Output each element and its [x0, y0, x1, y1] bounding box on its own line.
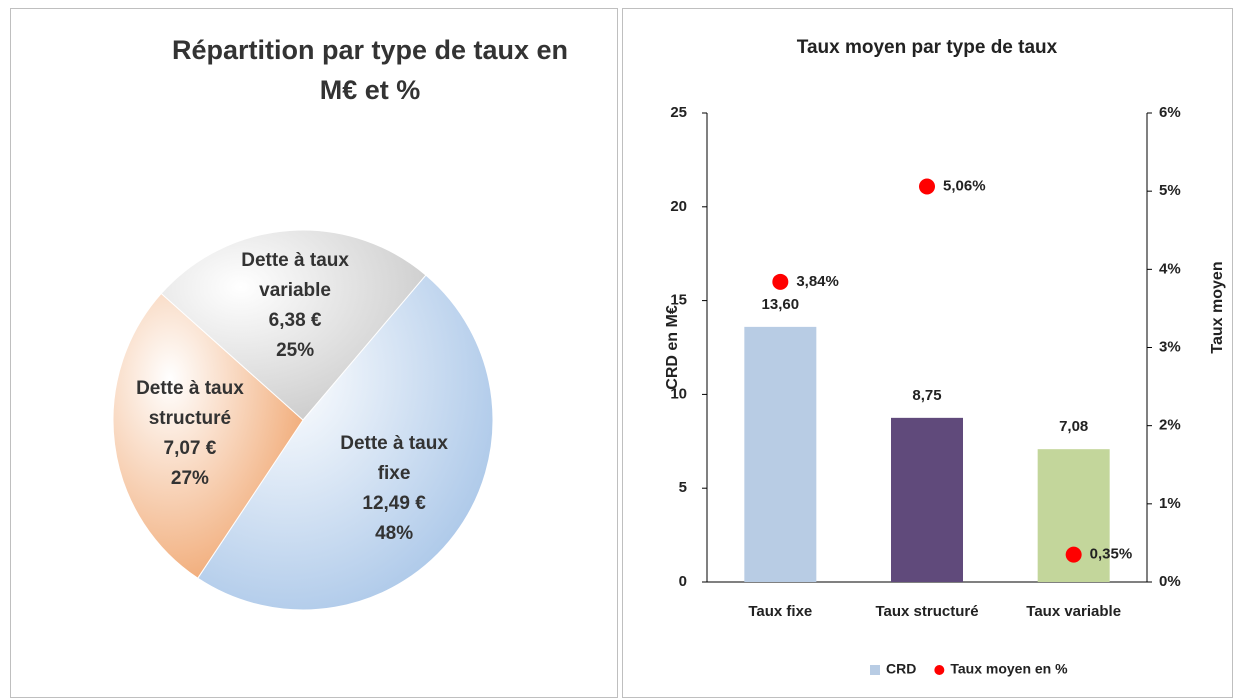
slice-value: 6,38 €: [268, 310, 322, 332]
slice-category: Dette à taux variable: [241, 250, 349, 302]
x-tick-label: Taux variable: [1026, 603, 1121, 620]
dot: [772, 273, 789, 290]
slice-category: Dette à taux structuré: [136, 378, 244, 430]
data-label: 5,06%: [943, 177, 986, 194]
legend-marker: [870, 665, 880, 675]
chart-title: Taux moyen par type de taux: [797, 37, 1058, 58]
slice-label: Dette à taux structuré 7,07 € 27%: [130, 374, 250, 494]
slice-label: Dette à taux variable 6,38 € 25%: [235, 246, 355, 366]
y-tick-label: 10: [670, 385, 687, 402]
legend-label: Taux moyen en %: [950, 661, 1068, 677]
y-tick-label: 5: [679, 479, 687, 496]
slice-percent: 27%: [170, 468, 209, 490]
x-tick-label: Taux structuré: [875, 603, 978, 620]
y2-tick-label: 1%: [1159, 495, 1181, 512]
legend-marker: [934, 665, 945, 675]
pie-slice: [112, 292, 304, 579]
dot: [919, 178, 935, 195]
y2-tick-label: 4%: [1159, 260, 1181, 277]
y2-tick-label: 5%: [1159, 182, 1181, 199]
data-label: 3,84%: [796, 273, 839, 290]
y2-tick-label: 0%: [1159, 573, 1181, 590]
pie-slice: [197, 274, 494, 611]
y2-tick-label: 3%: [1159, 338, 1181, 355]
slice-percent: 25%: [276, 340, 315, 362]
bar: [744, 326, 817, 582]
dot: [1065, 546, 1082, 563]
data-label: 13,60: [762, 296, 800, 313]
y2-tick-label: 2%: [1159, 417, 1181, 434]
data-label: 0,35%: [1090, 546, 1133, 563]
y2-tick-label: 6%: [1159, 104, 1181, 121]
slice-label: Dette à taux fixe 12,49 € 48%: [334, 429, 454, 549]
data-label: 7,08: [1059, 418, 1088, 435]
pie-slice: [160, 229, 427, 421]
slice-percent: 48%: [375, 522, 414, 544]
y-axis-label: CRD en M€: [664, 305, 681, 390]
y-tick-label: 25: [670, 104, 687, 121]
y-tick-label: 15: [670, 292, 687, 309]
y2-axis-label: Taux moyen: [1209, 261, 1226, 353]
legend-label: CRD: [886, 661, 916, 677]
y-tick-label: 20: [670, 198, 687, 215]
slice-value: 12,49 €: [362, 492, 426, 514]
y-tick-label: 0: [679, 573, 687, 590]
data-label: 8,75: [912, 387, 941, 404]
x-tick-label: Taux fixe: [748, 603, 812, 620]
slice-category: Dette à taux fixe: [340, 432, 448, 484]
bar: [891, 417, 963, 582]
chart-title: Répartition par type de taux en M€ et %: [171, 35, 569, 105]
slice-value: 7,07 €: [163, 438, 217, 460]
